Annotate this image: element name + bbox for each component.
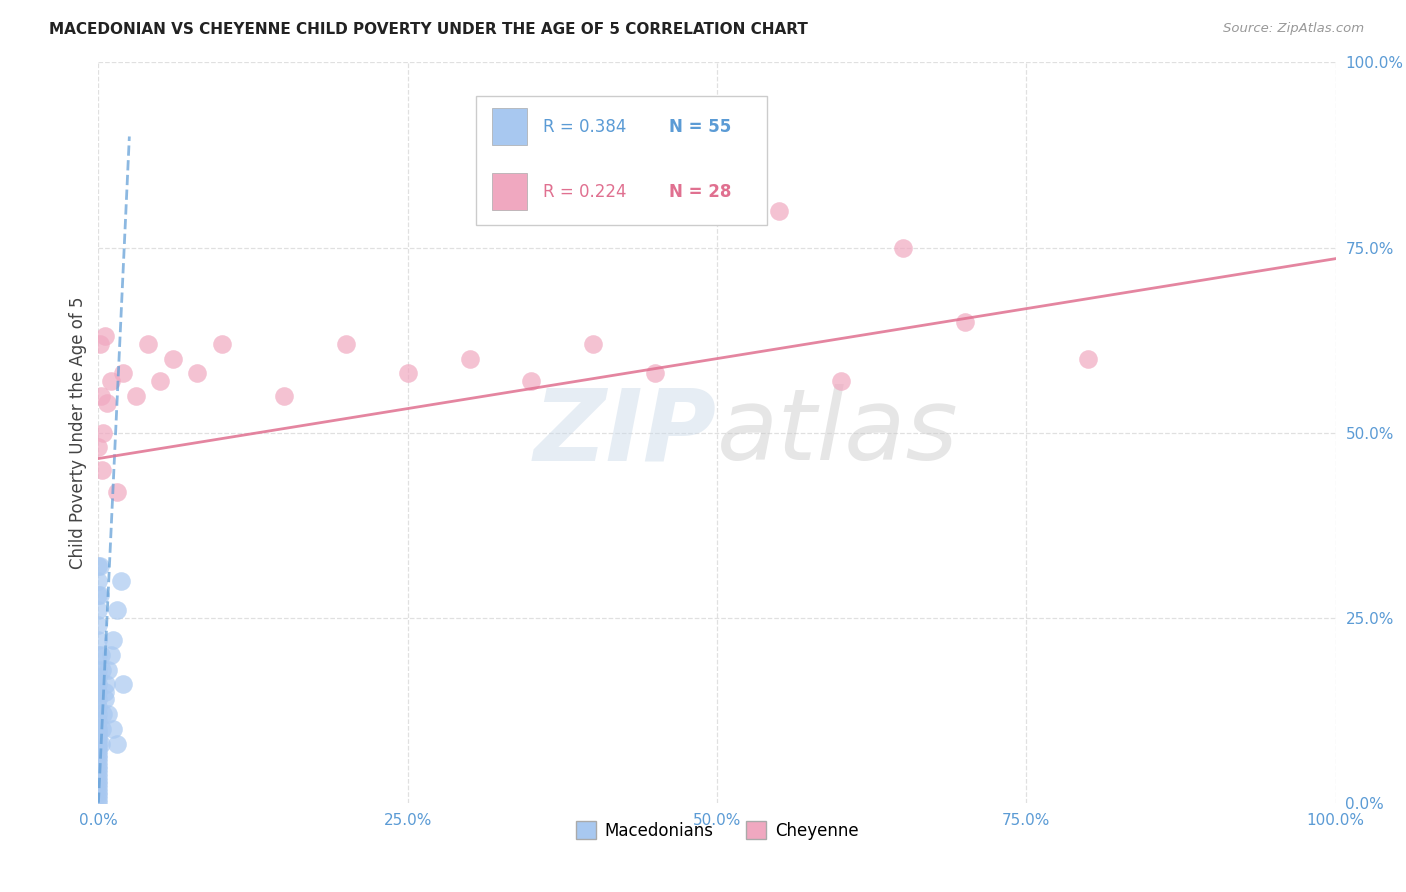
Point — [87, 792, 110, 806]
Point — [162, 351, 184, 366]
Text: N = 28: N = 28 — [669, 183, 731, 201]
Point — [582, 336, 605, 351]
Point — [87, 574, 110, 588]
Point — [87, 632, 110, 647]
Point — [136, 336, 159, 351]
Point — [87, 732, 110, 747]
Point — [87, 780, 110, 795]
Point — [90, 648, 112, 662]
FancyBboxPatch shape — [492, 173, 526, 211]
Point — [830, 374, 852, 388]
Point — [97, 663, 120, 677]
Point — [89, 589, 111, 603]
Point — [93, 425, 115, 440]
Point — [87, 441, 110, 455]
Point — [93, 692, 115, 706]
Point — [87, 589, 110, 603]
Text: ZIP: ZIP — [534, 384, 717, 481]
Point — [89, 558, 111, 573]
Point — [87, 773, 110, 788]
Point — [87, 751, 110, 765]
Point — [87, 685, 110, 699]
Point — [103, 722, 125, 736]
Point — [87, 663, 110, 677]
Point — [112, 677, 135, 691]
Point — [149, 374, 172, 388]
Point — [100, 374, 122, 388]
Point — [87, 706, 110, 721]
Point — [105, 737, 128, 751]
Point — [100, 648, 122, 662]
Point — [87, 758, 110, 772]
Point — [110, 574, 132, 588]
Point — [87, 699, 110, 714]
Point — [87, 763, 110, 777]
Point — [87, 740, 110, 755]
Point — [91, 663, 114, 677]
Point — [90, 388, 112, 402]
Point — [87, 722, 110, 736]
Point — [91, 462, 114, 476]
Text: R = 0.384: R = 0.384 — [543, 118, 626, 136]
Point — [891, 240, 914, 255]
Text: N = 55: N = 55 — [669, 118, 731, 136]
Point — [87, 558, 110, 573]
Point — [93, 685, 115, 699]
Text: Source: ZipAtlas.com: Source: ZipAtlas.com — [1223, 22, 1364, 36]
Point — [93, 706, 115, 721]
Point — [90, 737, 112, 751]
Point — [87, 747, 110, 762]
Point — [105, 603, 128, 617]
Point — [91, 722, 114, 736]
Point — [87, 677, 110, 691]
Text: atlas: atlas — [717, 384, 959, 481]
Point — [94, 677, 117, 691]
Legend: Macedonians, Cheyenne: Macedonians, Cheyenne — [569, 814, 865, 847]
Point — [396, 367, 419, 381]
Point — [105, 484, 128, 499]
Point — [97, 706, 120, 721]
Point — [87, 744, 110, 758]
Point — [103, 632, 125, 647]
Point — [87, 618, 110, 632]
Text: R = 0.224: R = 0.224 — [543, 183, 626, 201]
Point — [87, 692, 110, 706]
Point — [211, 336, 233, 351]
Point — [87, 737, 110, 751]
Point — [87, 796, 110, 810]
Point — [87, 648, 110, 662]
Point — [87, 789, 110, 803]
Point — [124, 388, 146, 402]
Point — [458, 351, 481, 366]
Point — [96, 396, 118, 410]
Point — [87, 603, 110, 617]
FancyBboxPatch shape — [492, 108, 526, 145]
Point — [87, 714, 110, 729]
Point — [87, 755, 110, 769]
Point — [953, 314, 976, 328]
Point — [87, 729, 110, 743]
Point — [87, 725, 110, 739]
Point — [644, 367, 666, 381]
Point — [768, 203, 790, 218]
FancyBboxPatch shape — [475, 95, 766, 226]
Point — [112, 367, 135, 381]
Point — [87, 777, 110, 791]
Point — [87, 785, 110, 799]
Point — [335, 336, 357, 351]
Point — [273, 388, 295, 402]
Point — [87, 766, 110, 780]
Point — [89, 336, 111, 351]
Point — [87, 770, 110, 784]
Y-axis label: Child Poverty Under the Age of 5: Child Poverty Under the Age of 5 — [69, 296, 87, 569]
Point — [520, 374, 543, 388]
Text: MACEDONIAN VS CHEYENNE CHILD POVERTY UNDER THE AGE OF 5 CORRELATION CHART: MACEDONIAN VS CHEYENNE CHILD POVERTY UND… — [49, 22, 808, 37]
Point — [93, 329, 115, 343]
Point — [1077, 351, 1099, 366]
Point — [186, 367, 208, 381]
Point — [87, 670, 110, 684]
